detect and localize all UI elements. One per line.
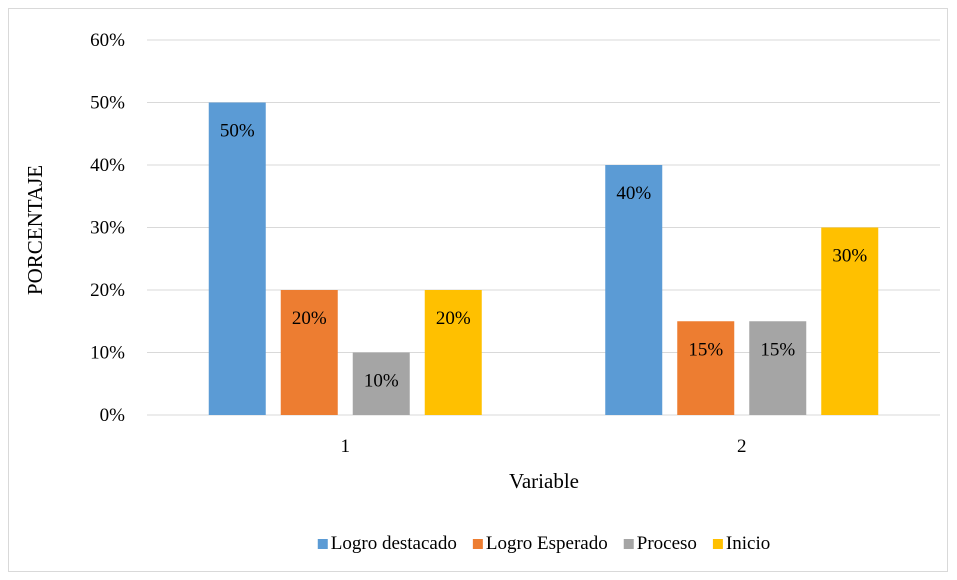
bar-inicio-1 (424, 290, 482, 415)
gridlines (147, 39, 940, 416)
y-tick-label: 60% (90, 30, 125, 51)
y-tick-label: 50% (90, 93, 125, 114)
bar-logro-esperado-2 (677, 321, 735, 415)
y-tick-label: 20% (90, 280, 125, 301)
data-label: 15% (760, 339, 795, 360)
y-tick-label: 0% (100, 405, 126, 426)
legend-item-proceso: Proceso (623, 533, 697, 554)
y-tick-label: 40% (90, 155, 125, 176)
data-label: 20% (292, 308, 327, 329)
legend: Logro destacado Logro Esperado Proceso Inic… (317, 533, 770, 554)
x-axis-title: Variable (509, 469, 579, 493)
y-axis-ticks: 0% 10% 20% 30% 40% 50% 60% (90, 30, 125, 426)
data-label: 20% (436, 308, 471, 329)
legend-label: Proceso (637, 533, 697, 554)
legend-label: Logro Esperado (486, 533, 608, 554)
data-labels: 50% 20% 10% 20% 40% 15% 15% 30% (220, 121, 868, 392)
legend-swatch (623, 539, 634, 549)
y-axis-title: PORCENTAJE (23, 165, 47, 295)
legend-item-logro-destacado: Logro destacado (317, 533, 457, 554)
bar-proceso-1 (352, 352, 410, 415)
legend-item-logro-esperado: Logro Esperado (472, 533, 608, 554)
data-label: 10% (364, 371, 399, 392)
data-label: 30% (832, 246, 867, 267)
bars (208, 102, 879, 415)
legend-swatch (317, 539, 328, 549)
x-tick-label: 2 (737, 436, 747, 457)
data-label: 40% (616, 183, 651, 204)
y-tick-label: 30% (90, 218, 125, 239)
bar-logro-esperado-1 (280, 290, 338, 415)
legend-swatch (712, 539, 723, 549)
bar-proceso-2 (749, 321, 807, 415)
data-label: 15% (688, 339, 723, 360)
y-tick-label: 10% (90, 343, 125, 364)
bar-inicio-2 (821, 227, 879, 415)
legend-item-inicio: Inicio (712, 533, 770, 554)
bar-logro-destacado-2 (605, 165, 663, 415)
bar-logro-destacado-1 (208, 102, 266, 415)
legend-label: Inicio (726, 533, 770, 554)
legend-label: Logro destacado (331, 533, 457, 554)
x-tick-label: 1 (341, 436, 351, 457)
data-label: 50% (220, 121, 255, 142)
legend-swatch (472, 539, 483, 549)
